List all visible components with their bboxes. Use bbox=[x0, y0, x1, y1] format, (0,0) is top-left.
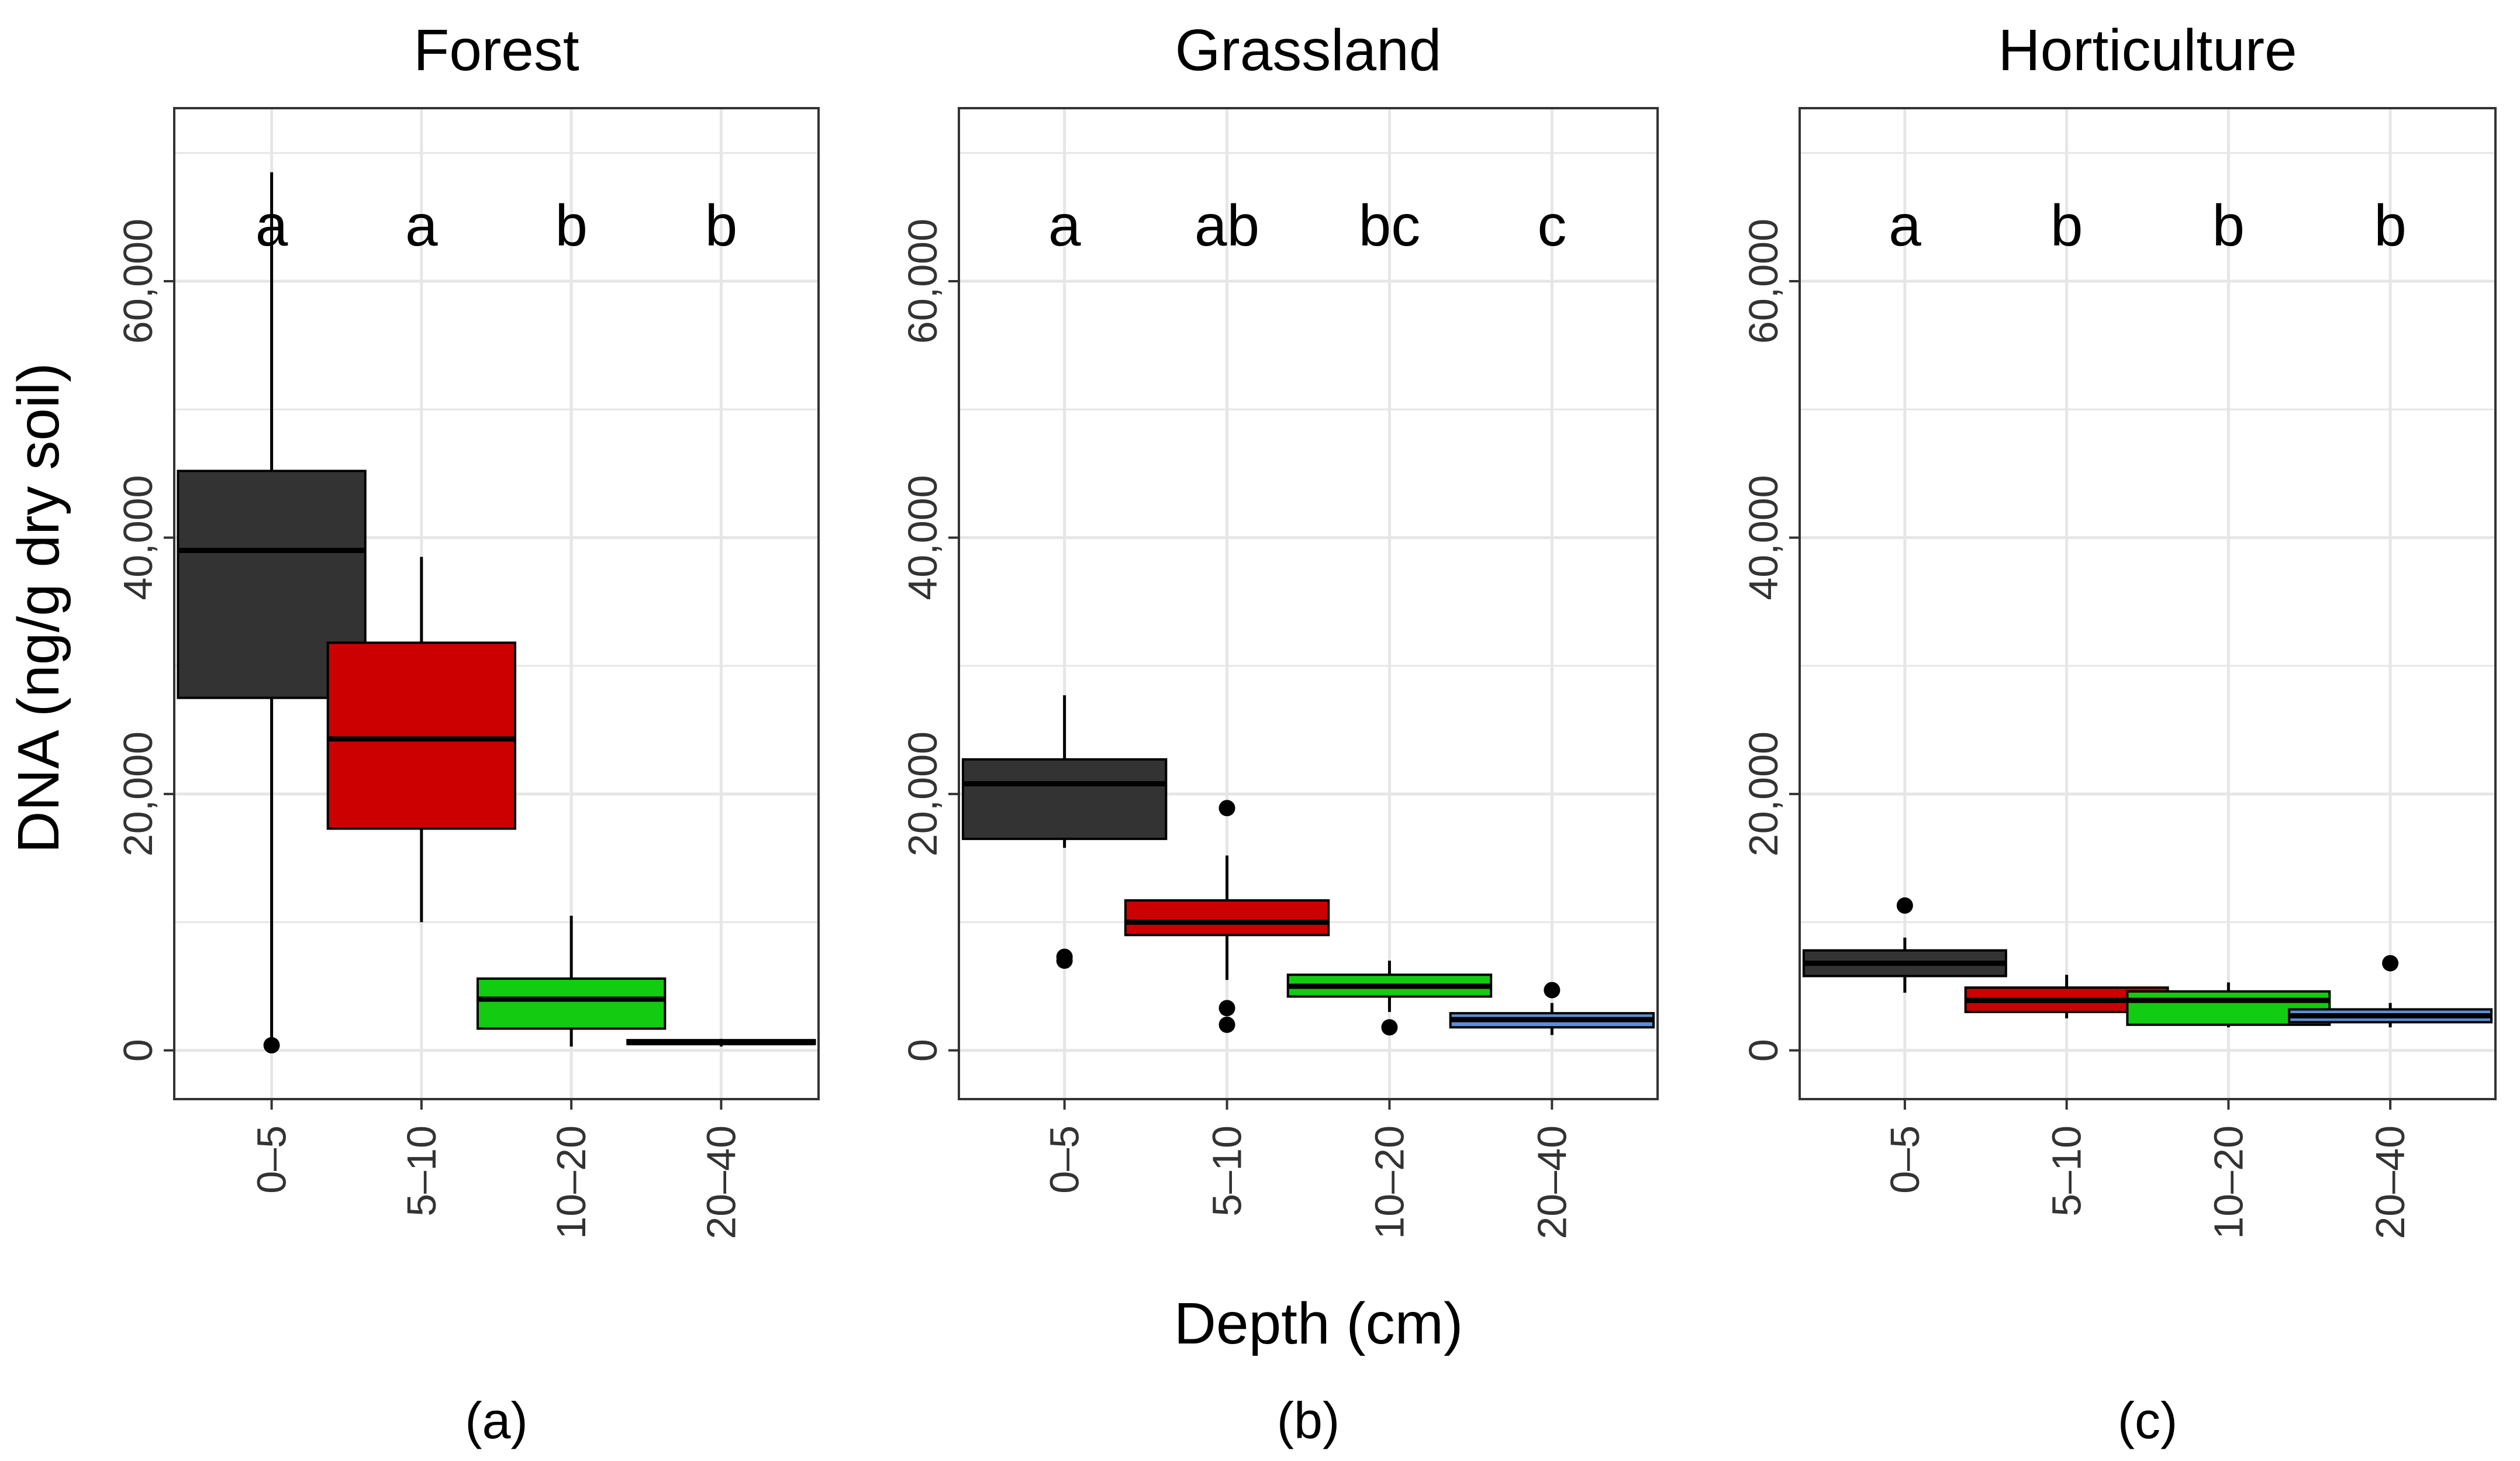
panel-forest: a a b b 0 20,000 40,000 60,000 0–5 5–10 10–20 20–40… bbox=[115, 18, 820, 1449]
x-tick-label: 0–5 bbox=[249, 1125, 295, 1194]
x-tick-label: 20–40 bbox=[1529, 1125, 1575, 1239]
significance-letter: b bbox=[705, 193, 738, 258]
outlier-point bbox=[2382, 955, 2399, 972]
box-body bbox=[1124, 899, 1330, 937]
box-10–20 bbox=[1286, 961, 1493, 1036]
panel-grassland: a ab bc c 0 20,000 40,000 60,000 0–5 5–10 10–20 20–… bbox=[900, 18, 1659, 1449]
box-20–40 bbox=[1449, 982, 1655, 1035]
y-tick-label: 20,000 bbox=[115, 731, 161, 856]
x-axis-title: Depth (cm) bbox=[1174, 1291, 1463, 1356]
x-tick-label: 0–5 bbox=[1882, 1125, 1928, 1194]
significance-letter: bc bbox=[1359, 193, 1421, 258]
y-tick-label: 60,000 bbox=[115, 219, 161, 344]
box-20–40 bbox=[2288, 955, 2493, 1028]
x-tick-label: 20–40 bbox=[698, 1125, 744, 1239]
box-0–5 bbox=[1802, 897, 2007, 993]
significance-letter: a bbox=[1889, 193, 1921, 258]
box-5–10 bbox=[326, 557, 517, 923]
outlier-point bbox=[263, 1037, 280, 1054]
y-tick-label: 40,000 bbox=[900, 475, 945, 600]
panel-label: (b) bbox=[1277, 1391, 1340, 1449]
plot-area bbox=[1800, 108, 2495, 1099]
significance-letter: a bbox=[1048, 193, 1081, 258]
box-10–20 bbox=[476, 916, 667, 1047]
outlier-point bbox=[1218, 1016, 1235, 1033]
x-tick-label: 5–10 bbox=[2044, 1125, 2090, 1217]
x-tick-label: 10–20 bbox=[1366, 1125, 1412, 1239]
y-axis-title: DNA (ng/g dry soil) bbox=[6, 362, 71, 853]
y-tick-label: 0 bbox=[115, 1039, 161, 1062]
outlier-point bbox=[1218, 1000, 1235, 1017]
outlier-point bbox=[1381, 1019, 1398, 1036]
panel-label: (c) bbox=[2118, 1391, 2178, 1449]
panel-title: Horticulture bbox=[1998, 18, 2297, 83]
box-body bbox=[961, 758, 1168, 840]
x-tick-label: 0–5 bbox=[1042, 1125, 1088, 1194]
box-20–40 bbox=[626, 1038, 816, 1047]
y-tick-label: 20,000 bbox=[900, 731, 945, 856]
significance-letter: ab bbox=[1195, 193, 1259, 258]
x-tick-label: 20–40 bbox=[2367, 1125, 2413, 1239]
y-tick-label: 60,000 bbox=[900, 219, 945, 344]
outlier-point bbox=[1544, 982, 1561, 999]
panel-title: Forest bbox=[413, 18, 579, 83]
outlier-point bbox=[1896, 897, 1913, 914]
significance-letter: a bbox=[405, 193, 438, 258]
y-tick-label: 0 bbox=[1741, 1039, 1786, 1062]
significance-letter: c bbox=[1537, 193, 1566, 258]
y-tick-label: 20,000 bbox=[1741, 731, 1786, 856]
significance-letter: b bbox=[2374, 193, 2407, 258]
box-body bbox=[326, 641, 517, 830]
panel-frame bbox=[1798, 107, 2497, 1100]
y-tick-label: 40,000 bbox=[1741, 475, 1786, 600]
panel-frame bbox=[173, 107, 820, 1100]
x-tick-label: 10–20 bbox=[548, 1125, 594, 1239]
significance-letter: a bbox=[256, 193, 288, 258]
panel-frame bbox=[958, 107, 1659, 1100]
x-tick-label: 5–10 bbox=[399, 1125, 444, 1217]
panel-title: Grassland bbox=[1175, 18, 1442, 83]
box-5–10 bbox=[1124, 800, 1330, 1033]
outlier-point bbox=[1218, 800, 1235, 817]
significance-letter: b bbox=[555, 193, 588, 258]
x-tick-label: 10–20 bbox=[2205, 1125, 2251, 1239]
y-tick-label: 60,000 bbox=[1741, 219, 1786, 344]
x-tick-label: 5–10 bbox=[1204, 1125, 1250, 1217]
y-tick-label: 0 bbox=[900, 1039, 945, 1062]
significance-letter: b bbox=[2212, 193, 2245, 258]
box-body bbox=[476, 977, 667, 1030]
significance-letter: b bbox=[2050, 193, 2083, 258]
box-0–5 bbox=[961, 695, 1168, 969]
y-tick-label: 40,000 bbox=[115, 475, 161, 600]
outlier-point bbox=[1056, 948, 1073, 965]
panel-horticulture: a b b b 0 20,000 40,000 60,000 0–5 5–10 10–20 20–40… bbox=[1741, 18, 2497, 1449]
panel-label: (a) bbox=[465, 1391, 528, 1449]
